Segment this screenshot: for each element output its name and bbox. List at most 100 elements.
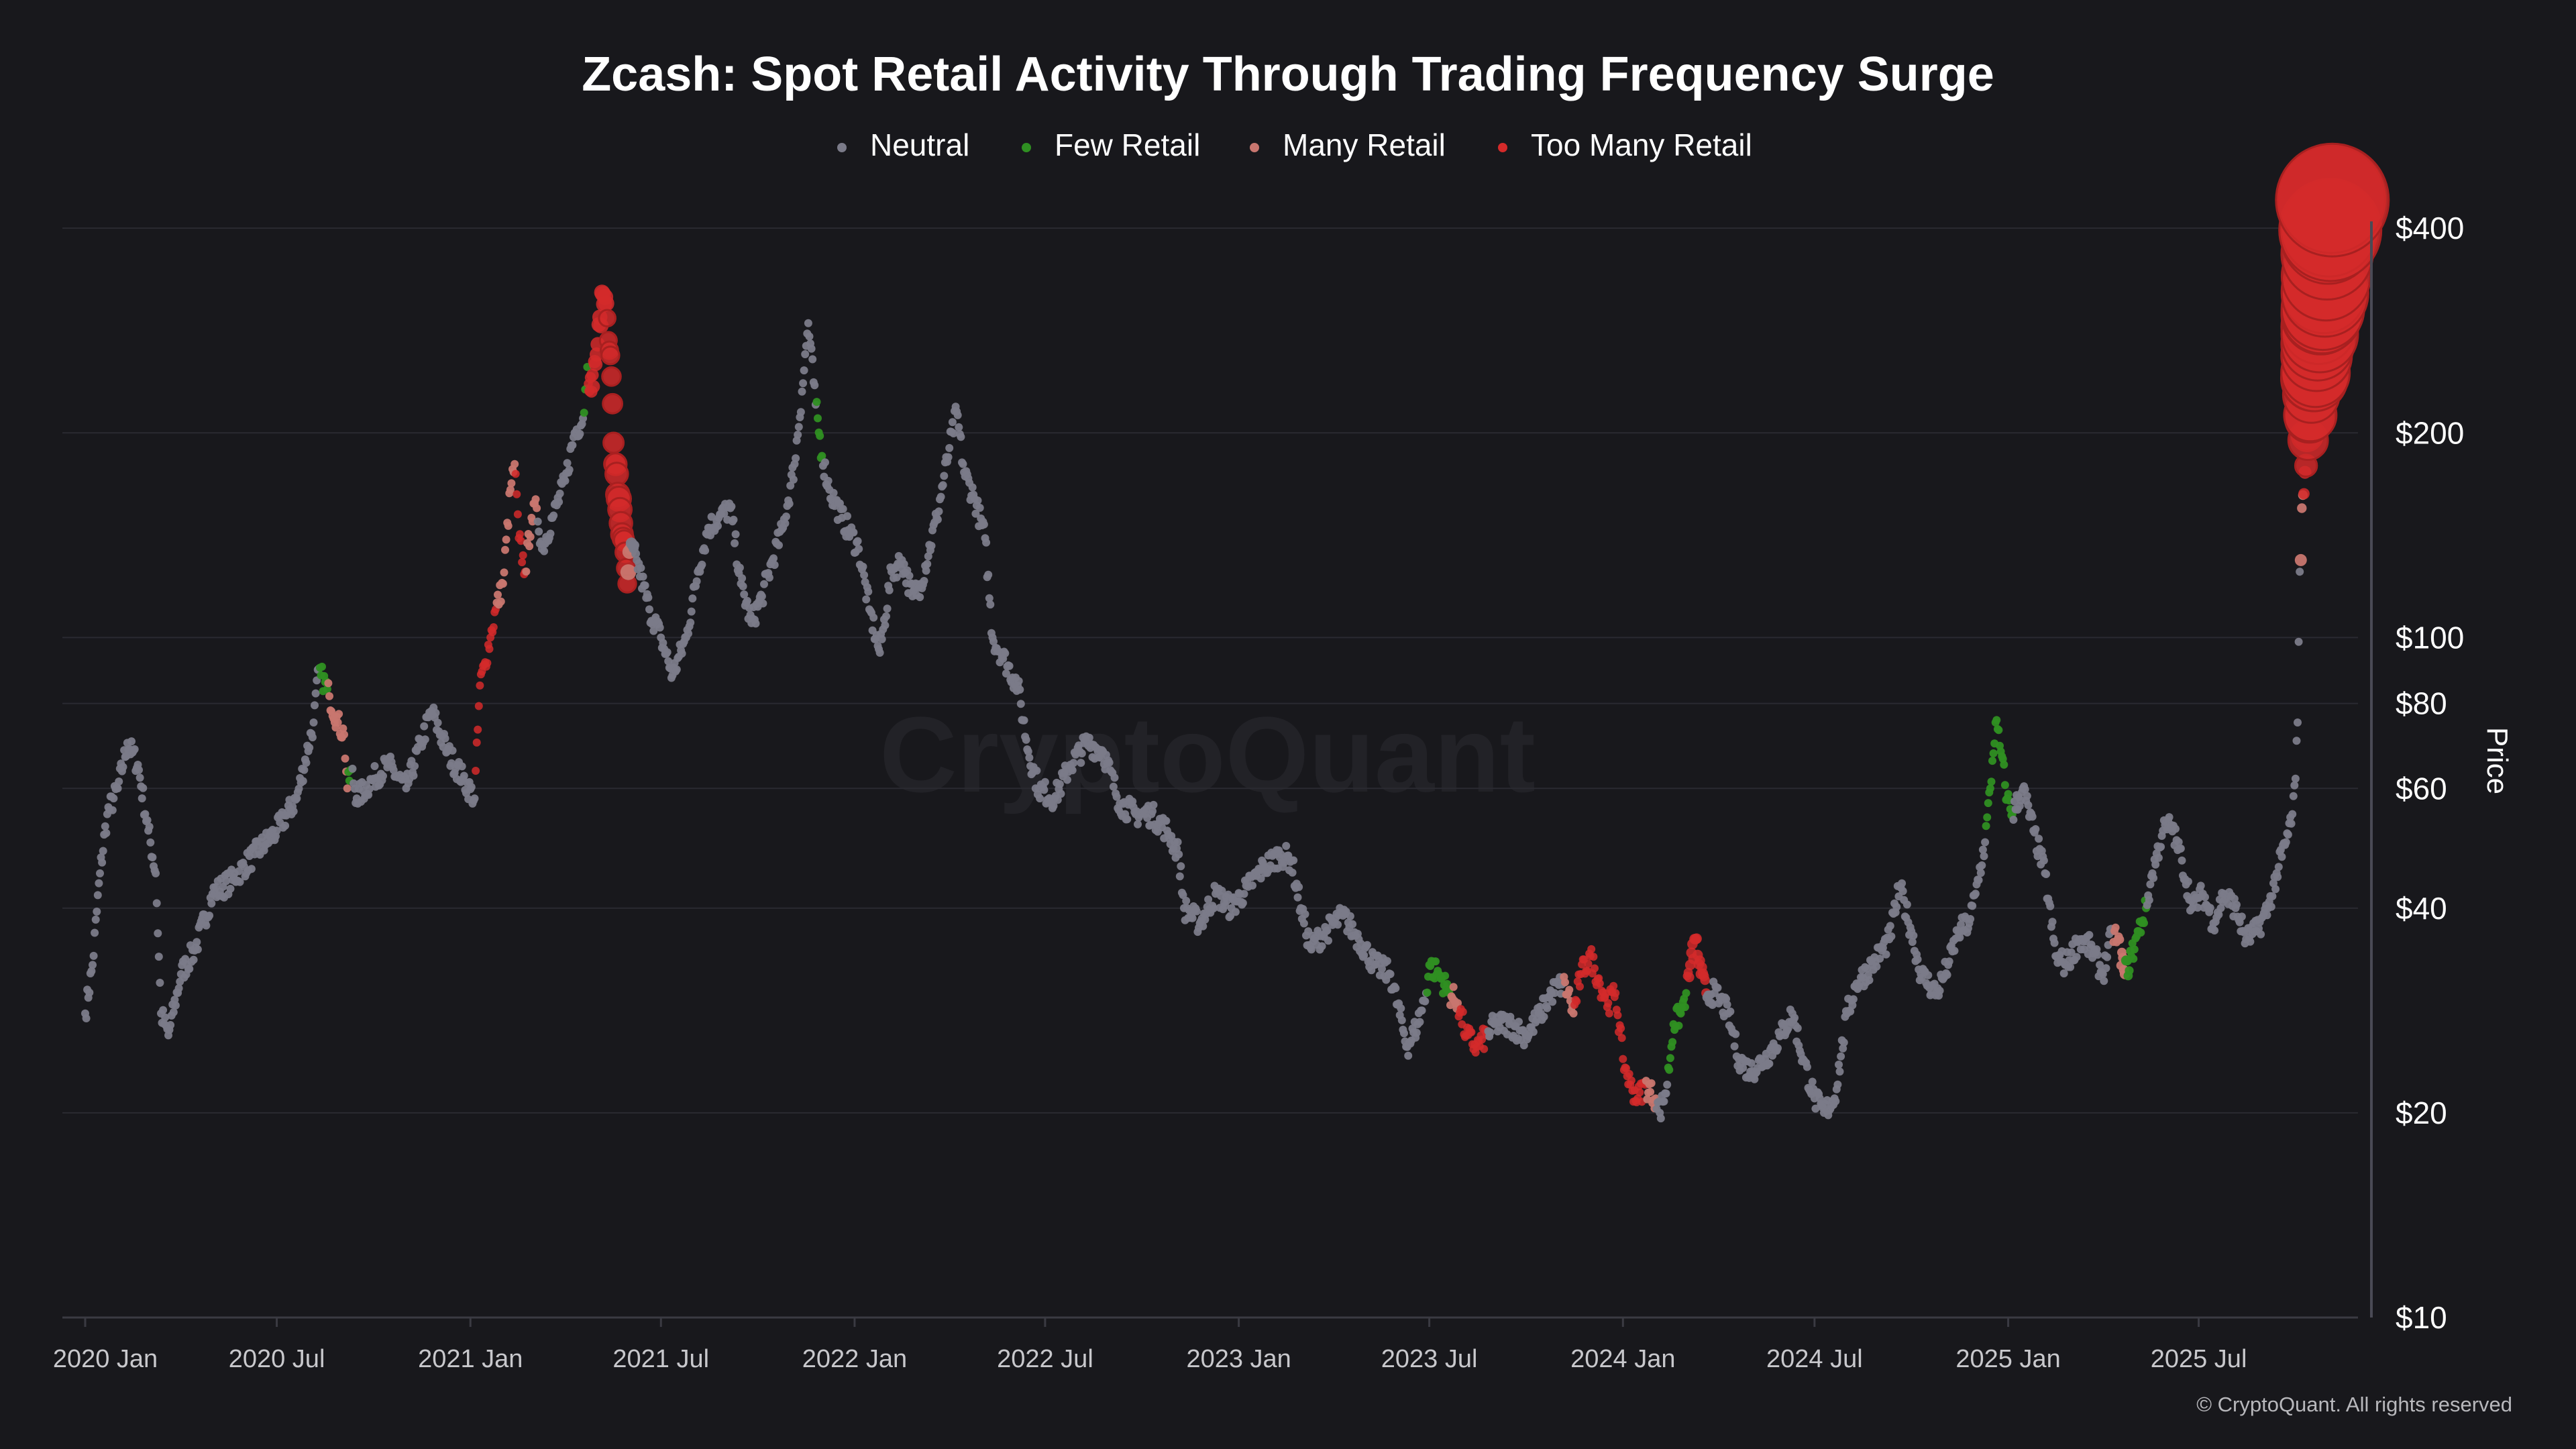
- point-neutral: [1204, 895, 1213, 904]
- point-neutral: [1123, 815, 1132, 824]
- point-neutral: [2174, 838, 2183, 847]
- point-too-many-retail: [518, 558, 527, 567]
- point-neutral: [641, 581, 649, 590]
- legend-item-neutral[interactable]: Neutral: [837, 127, 969, 162]
- point-too-many-retail: [1691, 933, 1702, 944]
- point-neutral: [1002, 669, 1010, 678]
- point-neutral: [99, 847, 107, 855]
- point-neutral: [305, 743, 314, 752]
- point-many-retail: [504, 521, 513, 530]
- point-neutral: [2100, 977, 2108, 985]
- point-neutral: [1966, 915, 1975, 923]
- point-neutral: [1334, 920, 1342, 929]
- point-neutral: [1793, 1024, 1802, 1032]
- point-neutral: [979, 520, 988, 529]
- point-neutral: [663, 648, 672, 657]
- point-few-retail: [2137, 928, 2145, 937]
- point-neutral: [1486, 1028, 1495, 1036]
- point-too-many-retail: [1480, 1044, 1489, 1053]
- point-few-retail: [1665, 1065, 1674, 1074]
- x-tick-label: 2020 Jan: [53, 1345, 158, 1373]
- point-too-many-retail: [1576, 982, 1584, 991]
- point-neutral: [1872, 962, 1881, 971]
- point-neutral: [655, 623, 664, 632]
- point-neutral: [568, 441, 577, 449]
- point-neutral: [707, 513, 716, 521]
- point-too-many-retail: [1627, 1076, 1635, 1085]
- point-few-retail: [1674, 1022, 1683, 1030]
- point-neutral: [1167, 832, 1176, 841]
- point-neutral: [839, 504, 847, 513]
- point-neutral: [102, 828, 111, 837]
- legend-item-too-many-retail[interactable]: Too Many Retail: [1498, 127, 1752, 162]
- point-neutral: [89, 951, 98, 960]
- point-many-retail: [1454, 999, 1462, 1008]
- point-neutral: [2028, 812, 2037, 821]
- point-neutral: [1876, 955, 1884, 963]
- point-too-many-retail: [1587, 945, 1596, 953]
- point-neutral: [1238, 899, 1247, 908]
- point-neutral: [2292, 737, 2301, 745]
- point-neutral: [115, 777, 123, 786]
- point-too-many-retail: [474, 725, 482, 734]
- point-neutral: [1981, 838, 1990, 847]
- point-few-retail: [818, 451, 826, 460]
- point-few-retail: [1666, 1054, 1674, 1063]
- point-neutral: [2146, 880, 2155, 889]
- point-neutral: [801, 350, 810, 358]
- point-neutral: [1282, 842, 1291, 850]
- point-neutral: [687, 607, 696, 616]
- point-neutral: [927, 541, 936, 550]
- x-tick-label: 2023 Jul: [1381, 1345, 1478, 1373]
- point-neutral: [2031, 825, 2040, 833]
- point-neutral: [892, 573, 901, 582]
- point-too-many-retail: [476, 681, 484, 690]
- point-too-many-retail: [586, 368, 599, 382]
- point-neutral: [2216, 904, 2225, 912]
- point-many-retail: [2111, 923, 2120, 932]
- point-neutral: [1293, 893, 1302, 902]
- point-neutral: [109, 794, 118, 803]
- point-neutral: [1016, 686, 1024, 694]
- point-neutral: [804, 319, 812, 327]
- point-many-retail: [335, 710, 343, 718]
- legend-item-few-retail[interactable]: Few Retail: [1022, 127, 1200, 162]
- x-tick-label: 2024 Jan: [1570, 1345, 1675, 1373]
- point-neutral: [561, 476, 570, 485]
- point-neutral: [2246, 937, 2255, 946]
- point-neutral: [226, 884, 235, 893]
- point-neutral: [193, 945, 202, 954]
- point-neutral: [1974, 876, 1983, 884]
- point-neutral: [138, 794, 146, 803]
- point-neutral: [281, 821, 290, 830]
- point-too-many-retail: [516, 530, 524, 539]
- x-tick-label: 2023 Jan: [1186, 1345, 1291, 1373]
- point-few-retail: [812, 398, 821, 407]
- point-neutral: [637, 564, 645, 572]
- point-neutral: [775, 541, 783, 549]
- point-neutral: [1240, 890, 1248, 898]
- point-neutral: [959, 460, 967, 468]
- point-neutral: [782, 513, 790, 521]
- point-neutral: [145, 822, 154, 831]
- point-few-retail: [1986, 784, 1994, 793]
- point-neutral: [1378, 965, 1386, 973]
- point-neutral: [692, 577, 701, 586]
- point-neutral: [934, 507, 943, 516]
- x-tick-label: 2021 Jul: [612, 1345, 709, 1373]
- point-neutral: [2214, 910, 2223, 919]
- point-neutral: [1765, 1059, 1774, 1068]
- point-neutral: [1404, 1051, 1413, 1060]
- legend-item-many-retail[interactable]: Many Retail: [1250, 127, 1446, 162]
- point-neutral: [644, 593, 653, 602]
- point-many-retail: [502, 535, 511, 544]
- point-many-retail: [325, 692, 333, 700]
- point-too-many-retail: [1611, 989, 1620, 998]
- point-neutral: [989, 637, 998, 646]
- point-neutral: [1976, 869, 1985, 877]
- point-many-retail: [1646, 1087, 1655, 1096]
- point-neutral: [309, 718, 318, 727]
- point-neutral: [370, 762, 379, 770]
- point-neutral: [154, 953, 163, 961]
- point-neutral: [2274, 863, 2283, 871]
